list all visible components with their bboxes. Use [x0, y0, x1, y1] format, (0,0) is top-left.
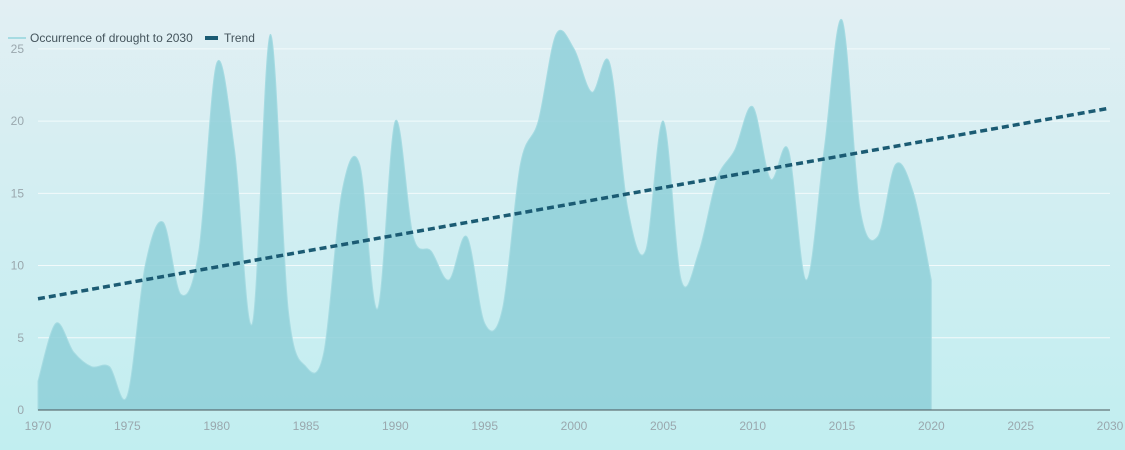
x-tick-label: 2020 [918, 419, 945, 433]
x-axis-ticks: 1970 1975 1980 1985 1990 1995 2000 2005 2010 2015… [25, 419, 1124, 433]
series-layer [37, 19, 1111, 411]
legend-item-drought[interactable]: Occurrence of drought to 2030 [8, 31, 193, 45]
y-tick-label: 0 [17, 403, 24, 417]
y-tick-label: 25 [11, 42, 25, 56]
x-tick-label: 1970 [25, 419, 52, 433]
x-tick-label: 1990 [382, 419, 409, 433]
x-tick-label: 2005 [650, 419, 677, 433]
y-axis-ticks: 0 5 10 15 20 25 [11, 42, 25, 417]
x-tick-label: 1995 [471, 419, 498, 433]
y-tick-label: 15 [11, 186, 25, 200]
x-tick-label: 2025 [1007, 419, 1034, 433]
legend-label-trend: Trend [224, 31, 255, 45]
drought-area [37, 19, 932, 411]
legend: Occurrence of drought to 2030 Trend [8, 31, 255, 45]
legend-item-trend[interactable]: Trend [205, 31, 255, 45]
trend-line [37, 106, 1111, 301]
legend-label-drought: Occurrence of drought to 2030 [30, 31, 193, 45]
y-tick-label: 20 [11, 114, 25, 128]
x-tick-label: 2015 [829, 419, 856, 433]
x-tick-label: 1985 [293, 419, 320, 433]
x-tick-label: 1980 [203, 419, 230, 433]
x-tick-label: 2030 [1097, 419, 1124, 433]
x-tick-label: 1975 [114, 419, 141, 433]
x-tick-label: 2000 [561, 419, 588, 433]
y-tick-label: 5 [17, 331, 24, 345]
x-tick-label: 2010 [739, 419, 766, 433]
y-tick-label: 10 [11, 259, 25, 273]
